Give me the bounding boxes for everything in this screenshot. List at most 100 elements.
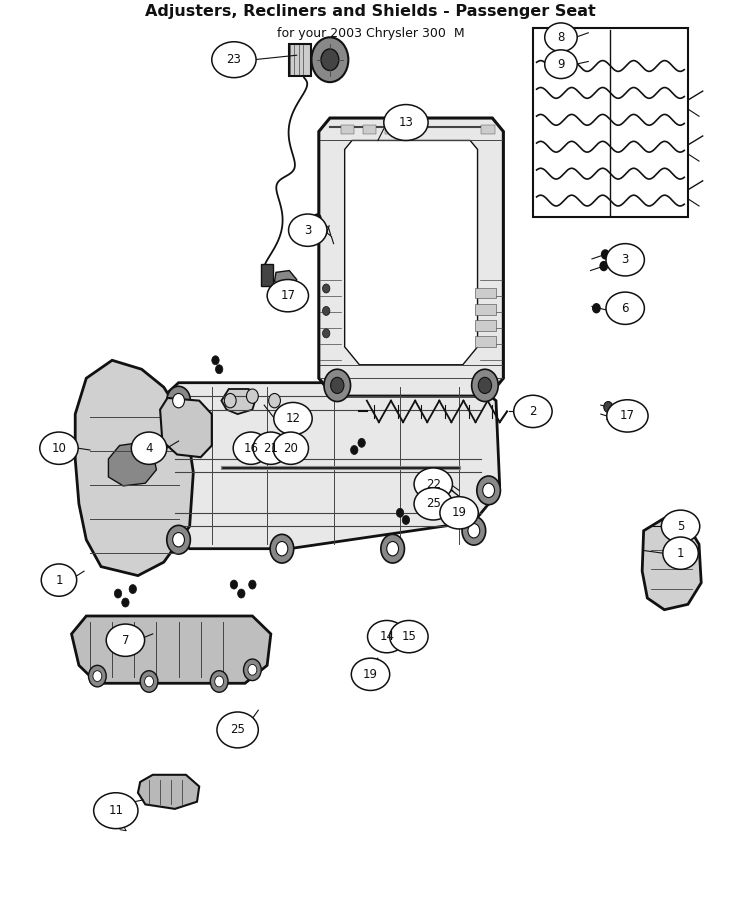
Bar [262, 265, 273, 286]
Circle shape [225, 393, 236, 408]
Circle shape [249, 580, 256, 590]
Polygon shape [319, 118, 503, 396]
Circle shape [167, 386, 190, 415]
Circle shape [322, 306, 330, 315]
Circle shape [476, 476, 500, 505]
Ellipse shape [351, 658, 390, 690]
Ellipse shape [273, 402, 312, 435]
Text: 14: 14 [379, 630, 394, 644]
Ellipse shape [233, 432, 269, 464]
Circle shape [212, 356, 219, 364]
Text: 25: 25 [426, 498, 441, 510]
Ellipse shape [212, 41, 256, 77]
Text: 2: 2 [529, 405, 536, 418]
Circle shape [238, 590, 245, 598]
Polygon shape [75, 360, 193, 576]
Ellipse shape [545, 50, 577, 78]
Circle shape [610, 416, 619, 427]
Circle shape [167, 526, 190, 554]
Text: 12: 12 [285, 412, 301, 425]
Text: 11: 11 [108, 805, 123, 817]
Ellipse shape [606, 292, 645, 324]
Ellipse shape [606, 244, 645, 276]
Text: 13: 13 [399, 116, 413, 129]
Circle shape [324, 369, 350, 401]
Circle shape [311, 37, 348, 82]
Circle shape [350, 446, 358, 454]
Ellipse shape [288, 214, 327, 247]
Bar [475, 288, 496, 299]
Circle shape [230, 580, 238, 590]
Polygon shape [345, 140, 477, 364]
Text: 4: 4 [145, 442, 153, 454]
Circle shape [173, 393, 185, 408]
Text: for your 2003 Chrysler 300  M: for your 2003 Chrysler 300 M [276, 26, 465, 40]
Circle shape [93, 670, 102, 681]
Text: 16: 16 [243, 442, 259, 454]
Circle shape [216, 364, 223, 373]
Ellipse shape [663, 537, 698, 570]
Text: 9: 9 [557, 58, 565, 71]
Text: 10: 10 [52, 442, 67, 454]
Ellipse shape [368, 620, 406, 652]
Polygon shape [149, 382, 499, 549]
Ellipse shape [514, 395, 552, 428]
Circle shape [276, 542, 288, 556]
Circle shape [381, 535, 405, 563]
Text: 7: 7 [122, 634, 129, 647]
Text: 15: 15 [402, 630, 416, 644]
Circle shape [478, 377, 491, 393]
Bar [475, 320, 496, 330]
Circle shape [244, 659, 262, 680]
Circle shape [604, 401, 613, 412]
Polygon shape [160, 398, 212, 457]
Text: 22: 22 [426, 478, 441, 491]
Circle shape [462, 517, 485, 545]
Ellipse shape [662, 510, 700, 543]
Circle shape [402, 516, 410, 525]
Ellipse shape [414, 468, 453, 500]
Circle shape [210, 670, 228, 692]
Circle shape [396, 508, 404, 518]
Ellipse shape [253, 432, 288, 464]
Circle shape [387, 542, 399, 556]
Circle shape [322, 328, 330, 338]
Text: 19: 19 [451, 507, 467, 519]
Bar [385, 125, 399, 134]
Circle shape [140, 670, 158, 692]
Circle shape [468, 524, 479, 538]
Text: 1: 1 [677, 546, 684, 560]
Bar [481, 125, 494, 134]
Ellipse shape [273, 432, 308, 464]
Text: 25: 25 [230, 724, 245, 736]
Text: 19: 19 [363, 668, 378, 680]
Polygon shape [72, 616, 271, 683]
Polygon shape [108, 443, 156, 486]
Text: 3: 3 [622, 253, 629, 266]
Bar [475, 304, 496, 314]
Text: 23: 23 [227, 53, 242, 67]
Circle shape [173, 533, 185, 547]
Ellipse shape [390, 620, 428, 652]
Circle shape [330, 377, 344, 393]
Circle shape [322, 284, 330, 293]
Circle shape [482, 483, 494, 498]
Ellipse shape [414, 488, 453, 520]
Circle shape [321, 49, 339, 70]
Circle shape [602, 250, 609, 259]
Text: 20: 20 [283, 442, 298, 454]
Polygon shape [222, 389, 256, 414]
Circle shape [247, 389, 259, 403]
Ellipse shape [384, 104, 428, 140]
Polygon shape [274, 271, 296, 289]
Ellipse shape [131, 432, 167, 464]
Text: 17: 17 [620, 410, 635, 422]
Text: 5: 5 [677, 520, 684, 533]
Circle shape [122, 598, 129, 607]
Text: 3: 3 [304, 224, 311, 237]
Ellipse shape [545, 22, 577, 51]
Circle shape [269, 393, 280, 408]
Text: 6: 6 [622, 302, 629, 315]
Text: 21: 21 [263, 442, 279, 454]
Circle shape [248, 664, 257, 675]
